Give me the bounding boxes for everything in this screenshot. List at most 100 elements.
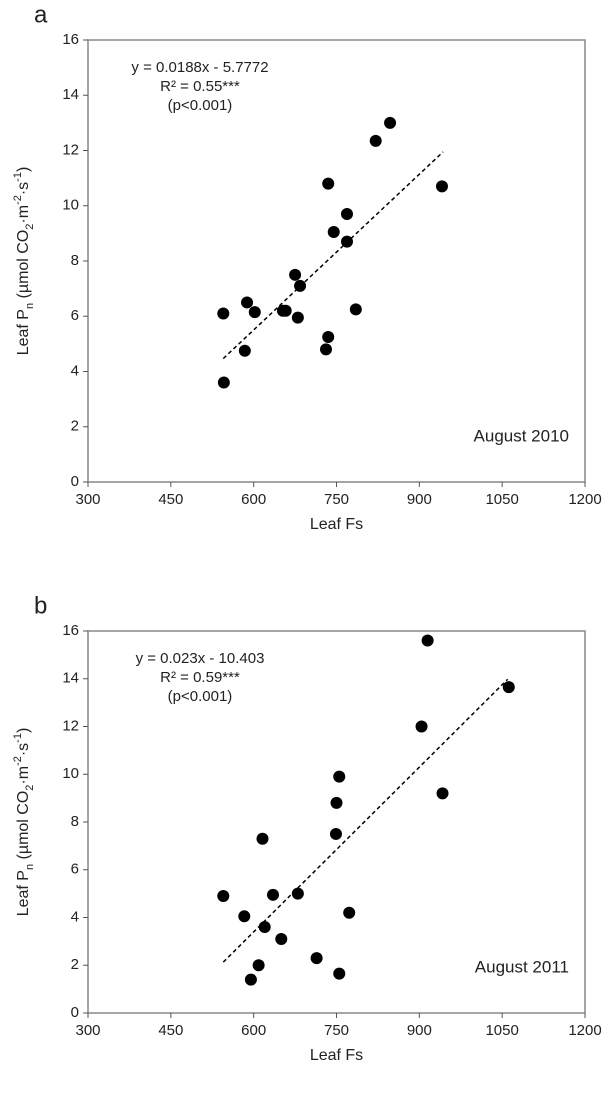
annotation: R² = 0.59*** [160,669,240,686]
y-tick-label: 16 [62,31,79,48]
data-point [330,796,343,809]
y-axis-label-part: 2 [24,785,36,791]
data-point [333,967,346,980]
y-tick-label: 8 [71,813,79,830]
data-point [248,306,261,319]
data-point [421,634,434,647]
x-tick-label: 900 [407,491,432,508]
x-tick-label: 450 [158,491,183,508]
x-tick-label: 300 [75,491,100,508]
y-tick-label: 12 [62,717,79,734]
data-point [217,890,230,903]
y-axis-label-part: ·s [15,182,32,195]
y-axis-label-part: -1 [12,733,24,743]
y-axis-label-part: ·m [15,205,32,224]
x-tick-label: 450 [158,1022,183,1039]
y-tick-label: 2 [71,418,79,435]
y-tick-label: 16 [62,622,79,639]
data-point [343,906,356,919]
y-tick-label: 4 [71,362,79,379]
data-point [322,177,335,190]
panel-letter: b [34,592,47,619]
x-tick-label: 900 [407,1022,432,1039]
plot-frame [87,39,586,483]
annotation: (p<0.001) [168,688,233,705]
annotation: y = 0.0188x - 5.7772 [131,59,268,76]
y-tick-label: 14 [62,670,79,687]
y-axis-label-part: Leaf P [15,309,32,355]
data-point [320,343,333,356]
data-point [329,827,342,840]
y-tick-label: 12 [62,141,79,158]
data-point [502,681,515,694]
y-tick-label: 6 [71,861,79,878]
y-axis-label-part: n [24,864,36,870]
data-point [289,268,302,281]
y-axis-label-part: ·s [15,743,32,756]
y-axis-label-part: -1 [12,172,24,182]
x-tick-label: 600 [241,1022,266,1039]
data-point [436,787,449,800]
annotation: R² = 0.55*** [160,78,240,95]
data-point [266,888,279,901]
annotation: (p<0.001) [168,97,233,114]
data-point [294,279,307,292]
data-point [415,720,428,733]
y-axis-label: Leaf Pn (µmol CO2·m-2·s-1) [12,167,36,356]
y-tick-label: 6 [71,307,79,324]
data-point [340,208,353,221]
x-tick-label: 750 [324,491,349,508]
data-point [217,307,230,320]
trendline [222,151,444,360]
data-point [279,304,292,317]
y-axis-label-part: -2 [12,195,24,205]
data-point [435,180,448,193]
y-axis-label-part: (µmol CO [15,230,32,303]
y-axis-label: Leaf Pn (µmol CO2·m-2·s-1) [12,728,36,917]
data-point [310,952,323,965]
data-point [384,116,397,129]
data-point [217,376,230,389]
x-axis-label: Leaf Fs [310,516,363,533]
x-tick-label: 1200 [568,491,601,508]
y-axis-label-part: n [24,303,36,309]
data-point [256,832,269,845]
y-tick-label: 8 [71,252,79,269]
x-tick-label: 600 [241,491,266,508]
data-point [291,311,304,324]
x-tick-label: 1050 [485,1022,518,1039]
y-tick-label: 2 [71,956,79,973]
y-axis-label-part: ) [15,167,32,172]
y-axis-label-part: Leaf P [15,870,32,916]
annotation: y = 0.023x - 10.403 [136,650,265,667]
y-tick-label: 0 [71,1004,79,1021]
trendline [222,678,509,963]
y-tick-label: 4 [71,908,79,925]
data-point [241,296,254,309]
y-axis-label-part: 2 [24,224,36,230]
y-tick-label: 10 [62,765,79,782]
data-point [258,921,271,934]
data-point [322,330,335,343]
y-axis-label-part: ·m [15,766,32,785]
data-point [252,959,265,972]
data-point [340,235,353,248]
data-point [275,932,288,945]
data-point [327,225,340,238]
x-tick-label: 750 [324,1022,349,1039]
data-point [238,344,251,357]
x-tick-label: 1050 [485,491,518,508]
y-tick-label: 10 [62,197,79,214]
data-point [238,910,251,923]
y-axis-label-part: (µmol CO [15,791,32,864]
x-tick-label: 300 [75,1022,100,1039]
y-tick-label: 0 [71,473,79,490]
x-axis-label: Leaf Fs [310,1047,363,1064]
y-axis-label-part: ) [15,728,32,733]
data-point [333,770,346,783]
data-point [244,973,257,986]
y-axis-label-part: -2 [12,756,24,766]
x-tick-label: 1200 [568,1022,601,1039]
panel-letter: a [34,1,48,28]
